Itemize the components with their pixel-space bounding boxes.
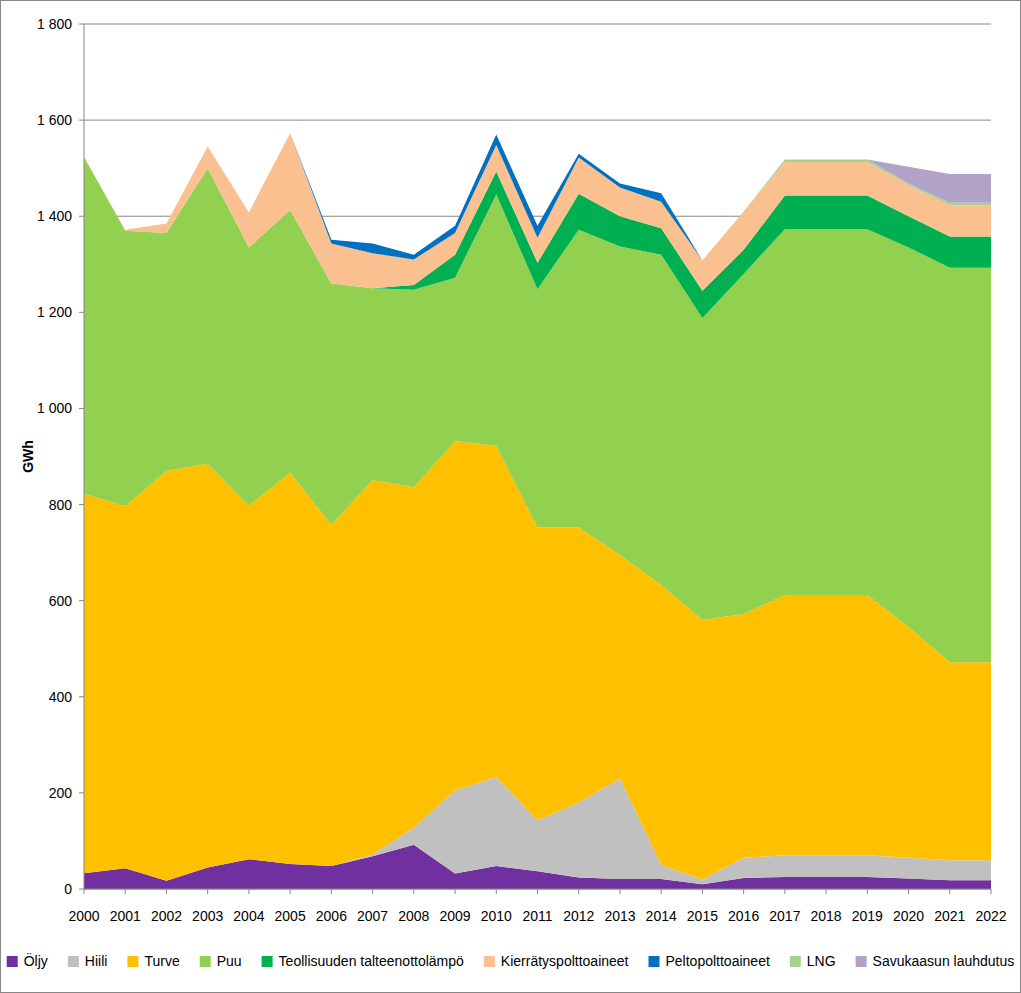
tick-label: 2003 [192, 908, 223, 924]
tick-label: 1 000 [37, 400, 72, 416]
legend-label: LNG [807, 953, 836, 969]
tick-mark [79, 216, 84, 217]
tick-label: 2021 [934, 908, 965, 924]
legend-label: Kierrätyspolttoaineet [501, 953, 629, 969]
tick-mark [578, 889, 579, 894]
tick-mark [79, 889, 84, 890]
frame [1, 1, 1021, 993]
tick-label: 2001 [110, 908, 141, 924]
area [84, 133, 991, 260]
tick-mark [908, 889, 909, 894]
tick-label: 2002 [151, 908, 182, 924]
legend-label: Turve [144, 953, 179, 969]
legend-swatch [856, 956, 867, 967]
tick-label: 2010 [481, 908, 512, 924]
tick-mark [79, 504, 84, 505]
tick-label: 2005 [275, 908, 306, 924]
legend-swatch [790, 956, 801, 967]
tick-label: 2000 [68, 908, 99, 924]
tick-mark [413, 889, 414, 894]
legend-swatch [262, 956, 273, 967]
tick-label: 2006 [316, 908, 347, 924]
grid-line [84, 120, 991, 121]
legend-swatch [649, 956, 660, 967]
tick-mark [79, 696, 84, 697]
tick-mark [496, 889, 497, 894]
area [84, 133, 991, 260]
tick-label: 800 [49, 497, 73, 513]
tick-mark [661, 889, 662, 894]
legend-swatch [68, 956, 79, 967]
area [84, 133, 991, 260]
legend-label: Öljy [24, 952, 48, 969]
tick-mark [619, 889, 620, 894]
tick-label: 1 600 [37, 112, 72, 128]
tick-label: 2020 [893, 908, 924, 924]
tick-label: 1 400 [37, 208, 72, 224]
tick-label: 2004 [233, 908, 264, 924]
legend-swatch [7, 956, 18, 967]
tick-label: 2012 [563, 908, 594, 924]
tick-mark [125, 889, 126, 894]
legend: Öljy Hiili Turve Puu Teollisuuden talteenott… [7, 952, 1015, 969]
tick-mark [84, 889, 85, 894]
legend-label: Teollisuuden talteenottolämpö [279, 953, 464, 969]
tick-mark [991, 889, 992, 894]
tick-label: 2019 [852, 908, 883, 924]
tick-mark [166, 889, 167, 894]
areas [84, 133, 991, 889]
tick-label: 2011 [522, 908, 552, 924]
tick-label: 2015 [687, 908, 718, 924]
grid-line [84, 24, 991, 25]
legend-swatch [484, 956, 495, 967]
tick-label: 2016 [728, 908, 759, 924]
tick-label: 2007 [357, 908, 388, 924]
tick-label: 2014 [646, 908, 677, 924]
legend-label: Savukaasun lauhdutus [873, 953, 1015, 969]
tick-label: 400 [49, 689, 73, 705]
axis-title: GWh [20, 440, 36, 473]
legend-label: Peltopolttoaineet [666, 953, 770, 969]
tick-label: 2022 [975, 908, 1006, 924]
tick-mark [949, 889, 950, 894]
tick-mark [331, 889, 332, 894]
tick-label: 2009 [439, 908, 470, 924]
tick-mark [79, 600, 84, 601]
tick-mark [867, 889, 868, 894]
tick-label: 1 800 [37, 16, 72, 32]
tick-mark [248, 889, 249, 894]
tick-mark [79, 24, 84, 25]
tick-label: 1 200 [37, 304, 72, 320]
tick-label: 2018 [811, 908, 842, 924]
tick-mark [290, 889, 291, 894]
tick-label: 2008 [398, 908, 429, 924]
tick-mark [79, 120, 84, 121]
legend-swatch [127, 956, 138, 967]
tick-mark [702, 889, 703, 894]
legend-label: Puu [217, 953, 242, 969]
y-axis [84, 24, 85, 889]
tick-mark [79, 408, 84, 409]
legend-swatch [200, 956, 211, 967]
tick-mark [743, 889, 744, 894]
tick-mark [784, 889, 785, 894]
tick-label: 600 [49, 593, 73, 609]
tick-mark [537, 889, 538, 894]
tick-label: 2017 [769, 908, 800, 924]
area [84, 133, 991, 291]
tick-mark [79, 312, 84, 313]
tick-label: 200 [49, 785, 73, 801]
legend-label: Hiili [85, 953, 108, 969]
tick-mark [79, 792, 84, 793]
tick-mark [207, 889, 208, 894]
tick-mark [826, 889, 827, 894]
tick-label: 2013 [604, 908, 635, 924]
tick-label: 0 [64, 881, 72, 897]
tick-mark [455, 889, 456, 894]
tick-mark [372, 889, 373, 894]
